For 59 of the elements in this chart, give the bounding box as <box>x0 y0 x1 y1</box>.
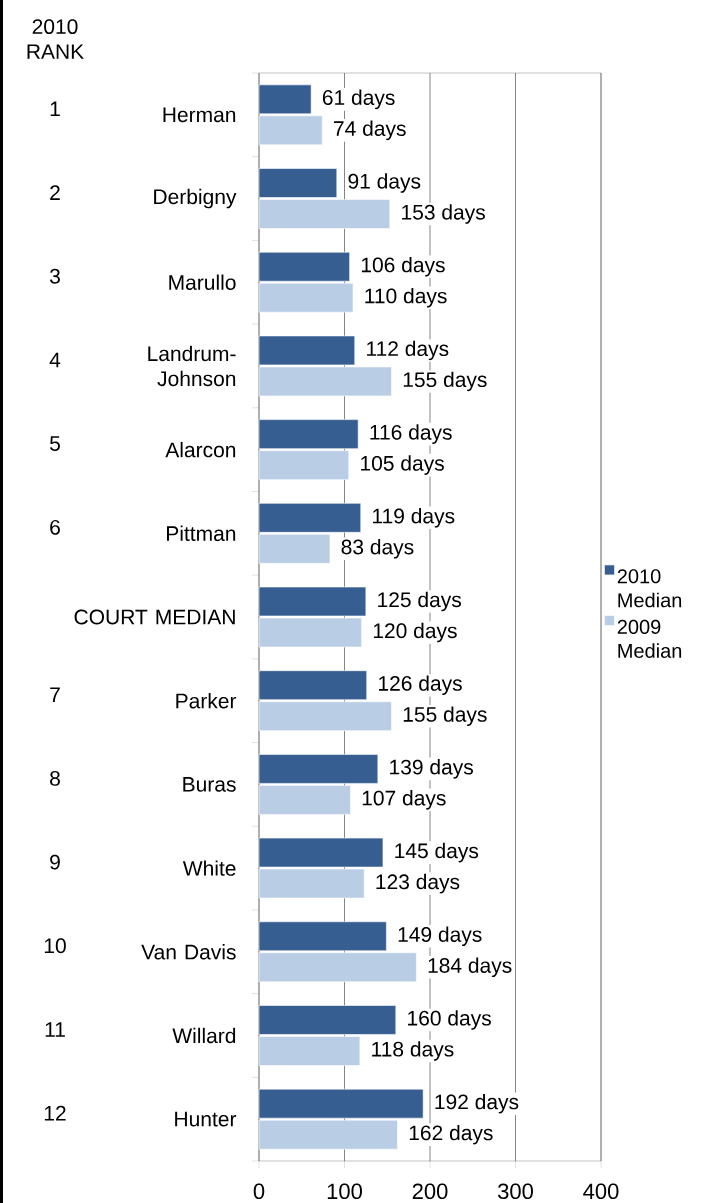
data-label: 125 days <box>378 591 462 612</box>
data-label: 149 days <box>398 926 482 947</box>
data-label: 153 days <box>402 204 485 224</box>
data-label: 105 days <box>361 455 444 475</box>
y2-tick-label: 10 <box>44 938 66 954</box>
data-label: 155 days <box>403 371 487 392</box>
y-tick-label: Herman <box>163 107 236 123</box>
data-label: 184 days <box>428 957 512 978</box>
legend-label: 2010 Median <box>617 569 682 608</box>
y2-tick-label: 3 <box>49 268 60 284</box>
data-label: 119 days <box>373 508 455 528</box>
data-label: 110 days <box>365 287 447 308</box>
y2-tick-label: 12 <box>44 1105 66 1121</box>
text: 2010 RANK <box>27 19 84 59</box>
data-label: 61 days <box>322 89 395 110</box>
y-tick-label: Pittman <box>167 525 236 542</box>
x-tick-label: 300 <box>497 1183 533 1200</box>
y2-tick-label: 4 <box>49 352 61 368</box>
y2-tick-label: 5 <box>50 436 60 451</box>
x-tick-label: 200 <box>412 1183 448 1200</box>
data-label: 192 days <box>435 1093 519 1114</box>
x-tick-label: 400 <box>583 1183 619 1200</box>
y-tick-label: Van Davis <box>141 944 236 960</box>
data-label: 155 days <box>403 706 487 726</box>
y-tick-label: White <box>182 860 236 876</box>
data-label: 91 days <box>348 173 421 193</box>
data-label: 107 days <box>362 790 446 810</box>
y-tick-label: Hunter <box>175 1111 237 1127</box>
y-tick-label: Derbigny <box>154 188 237 209</box>
y-tick-label: Willard <box>172 1027 236 1044</box>
data-label: 74 days <box>334 120 406 141</box>
y2-tick-label: 2 <box>50 185 60 200</box>
y2-tick-label: 7 <box>50 687 60 702</box>
data-label: 116 days <box>370 424 452 444</box>
y2-tick-label: 9 <box>50 854 60 870</box>
data-label: 160 days <box>408 1010 491 1030</box>
data-label: 145 days <box>395 842 479 863</box>
x-tick-label: 0 <box>253 1183 265 1200</box>
y-tick-label: Alarcon <box>165 441 236 458</box>
y2-tick-label: 8 <box>50 770 60 786</box>
y2-tick-label: 1 <box>50 101 60 117</box>
data-label: 123 days <box>376 873 460 894</box>
y-tick-label: COURT MEDIAN <box>74 609 235 625</box>
data-label: 112 days <box>367 340 449 361</box>
y2-tick-label: 6 <box>50 519 60 535</box>
y-tick-label: Buras <box>183 777 236 792</box>
data-label: 83 days <box>341 539 414 559</box>
data-label: 126 days <box>379 675 462 695</box>
legend-label: 2009 Median <box>617 619 682 658</box>
data-label: 162 days <box>409 1124 493 1145</box>
y-tick-label: Landrum-Johnson <box>148 345 236 387</box>
data-label: 139 days <box>390 759 473 779</box>
y2-tick-label: 11 <box>45 1022 65 1037</box>
data-label: 118 days <box>372 1041 454 1061</box>
data-label: 106 days <box>361 256 445 277</box>
x-tick-label: 100 <box>327 1183 362 1200</box>
y-tick-label: Marullo <box>169 274 236 290</box>
data-label: 120 days <box>373 622 457 643</box>
y-tick-label: Parker <box>176 692 237 709</box>
